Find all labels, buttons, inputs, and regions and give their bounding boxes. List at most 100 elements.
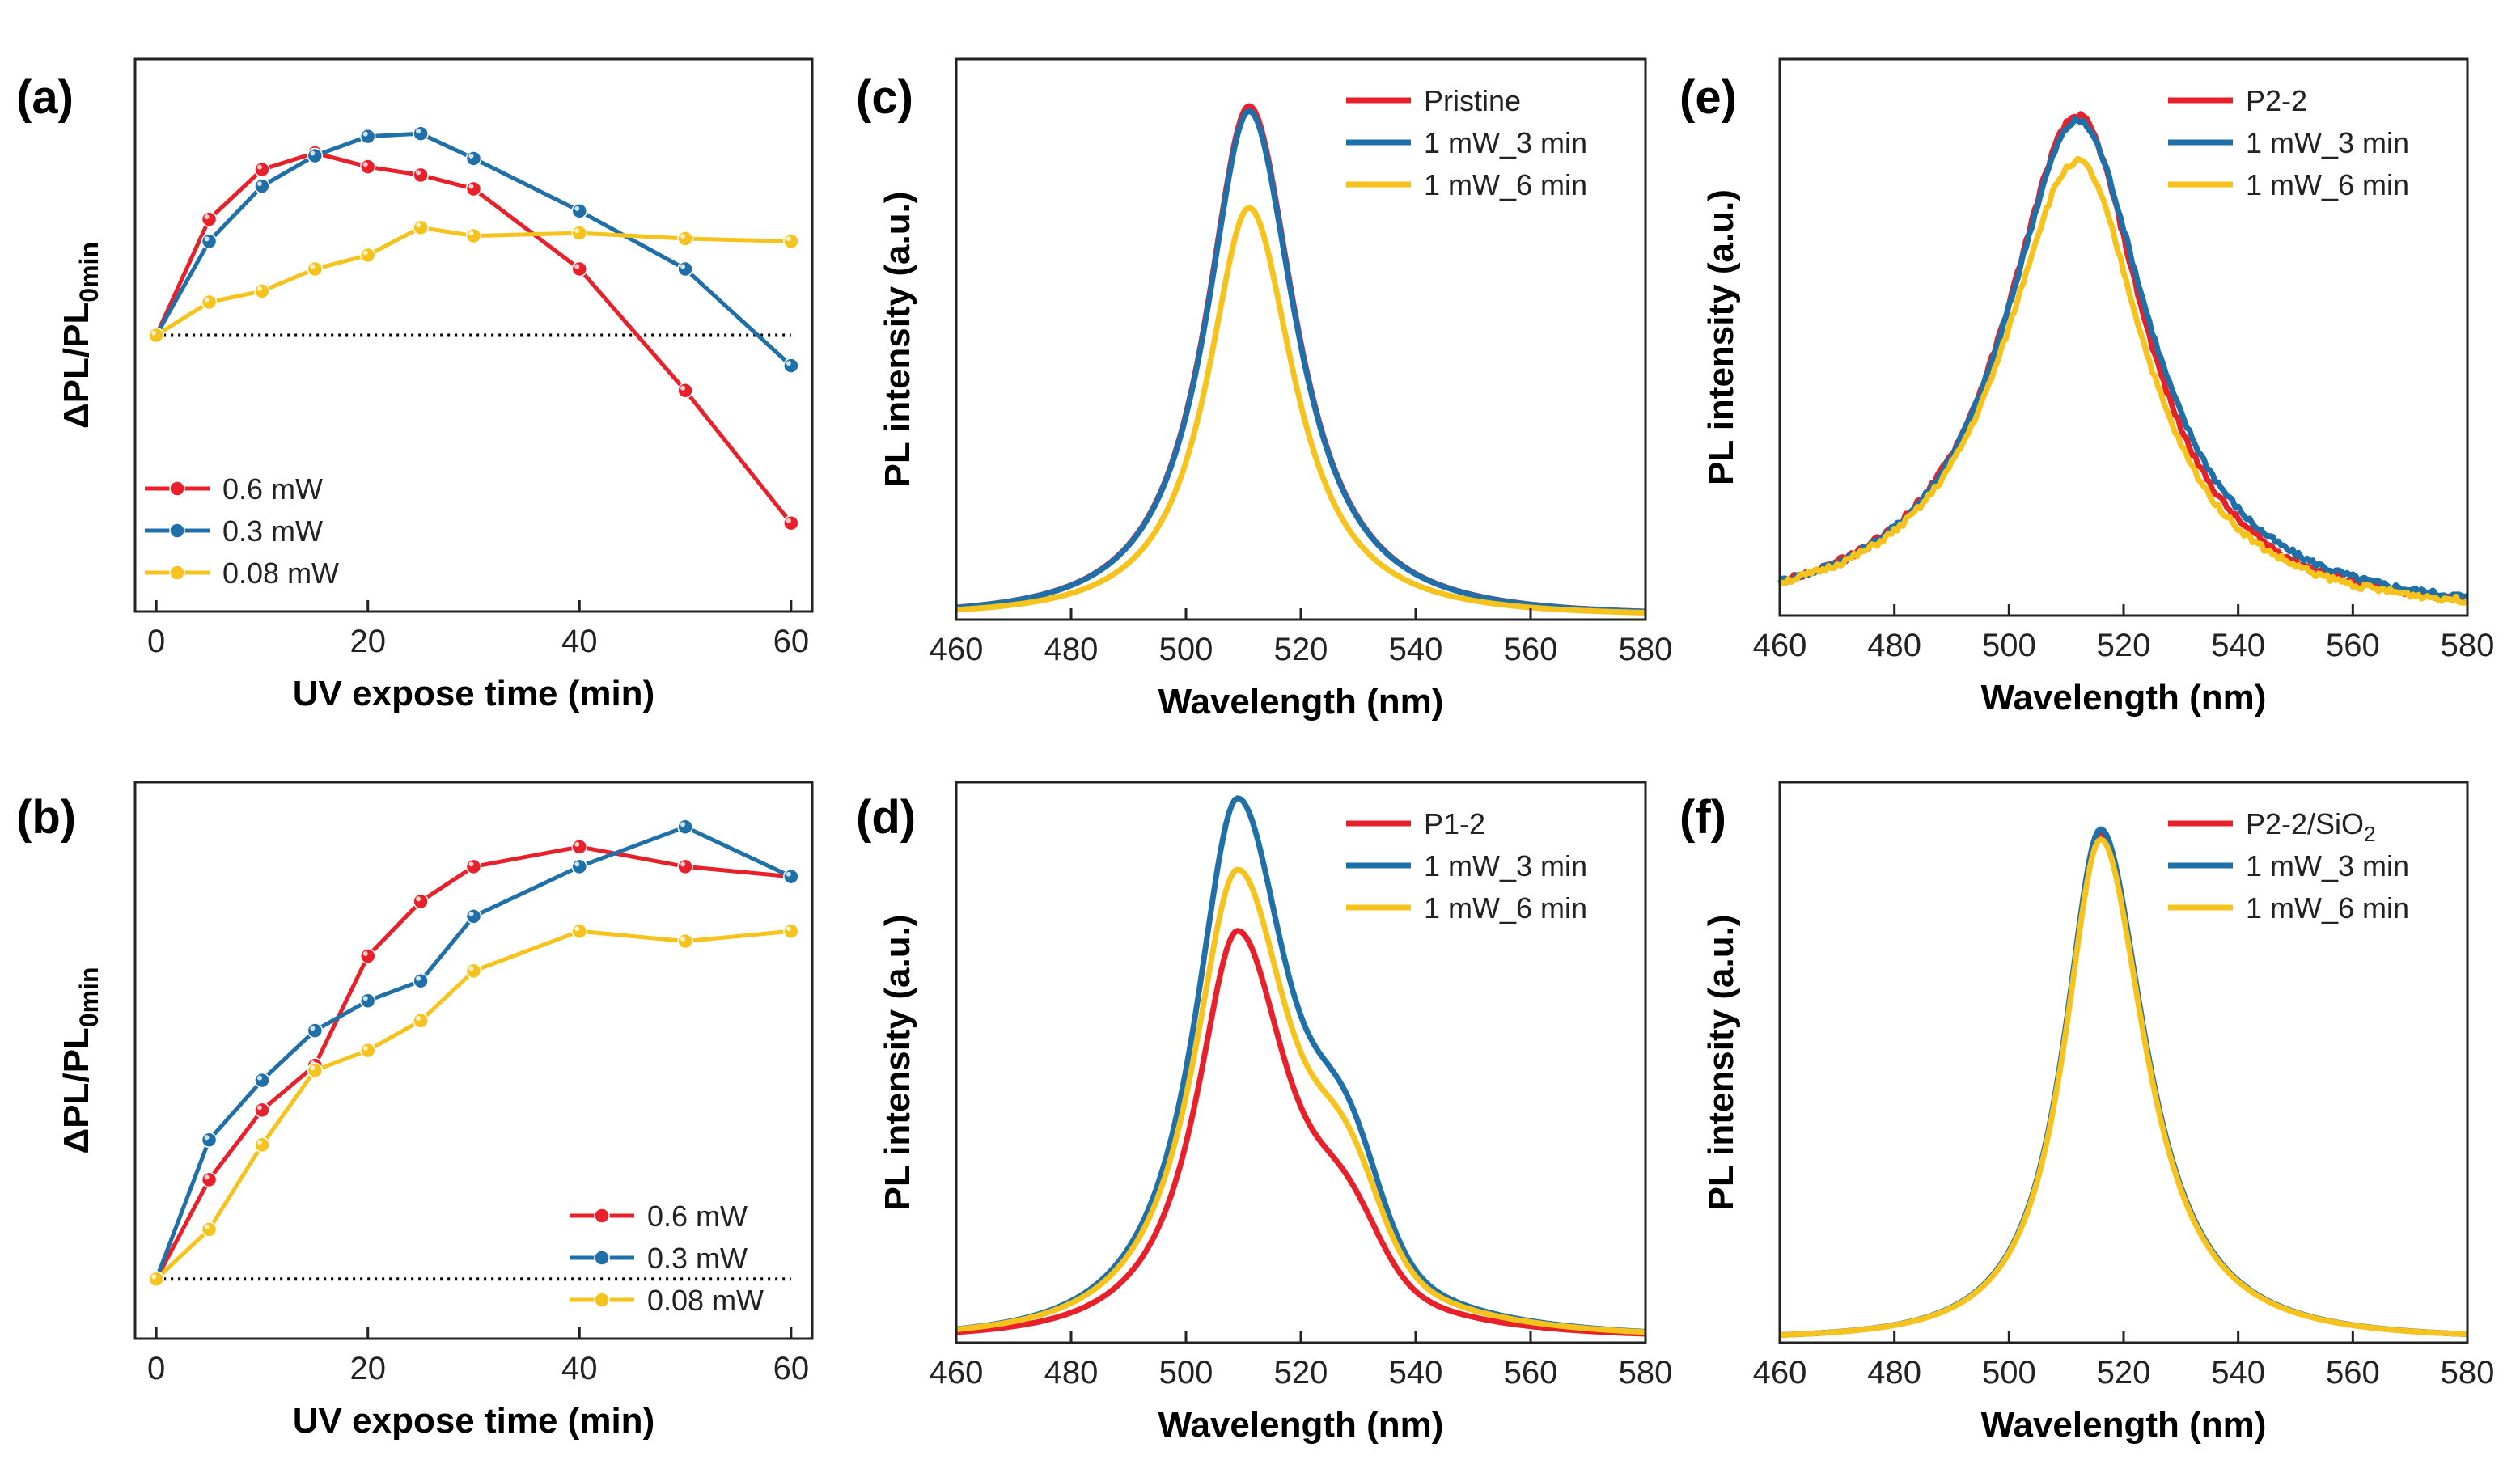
legend-label-main: 0.6 mW [222,472,323,506]
data-point-highlight [786,518,791,523]
panel-e: (e) 460 480 500 520 540 560 580 Wavelength (nm) P… [1679,57,2494,717]
panel-label: (f) [1679,791,1726,844]
x-tick-label: 560 [1504,632,1558,667]
data-point-highlight [786,871,791,877]
x-tick-label: 540 [1389,632,1443,667]
plot-area [955,795,1646,1337]
legend-label: 1 mW_3 min [2246,849,2409,882]
data-point-highlight [256,164,262,170]
data-point [201,1132,218,1149]
x-tick-label: 560 [1504,1355,1558,1390]
y-axis-title: PL intensity (a.u.) [878,915,917,1211]
legend-marker [594,1208,610,1224]
legend-marker [594,1292,610,1308]
data-point-highlight [416,129,421,134]
data-point [465,180,482,197]
data-point [413,893,429,910]
y-axis-title-main: PL intensity (a.u.) [1701,915,1741,1211]
data-point [413,219,429,236]
data-point-highlight [574,926,580,932]
data-point-highlight [362,131,368,137]
data-point [783,514,799,531]
series-1-mw-3-min [955,108,1646,615]
data-point [465,150,482,167]
series-line [1779,836,2468,1338]
data-point [413,125,429,142]
panel-label: (a) [16,71,74,124]
legend-label-main: 0.08 mW [647,1284,764,1317]
x-tick-label: 520 [1274,1355,1328,1390]
x-tick-label: 460 [1753,1355,1807,1390]
data-point-highlight [204,236,210,242]
legend-entry: P2-2/SiO2 [2168,807,2376,846]
series-line [155,131,793,367]
x-tick-label: 520 [2097,628,2151,663]
data-point [201,294,218,311]
y-axis-title-main: ΔPL/PL [57,1027,96,1153]
data-point-highlight [204,1174,210,1180]
legend-label: 1 mW_6 min [1424,168,1587,201]
x-axis-title: UV expose time (min) [293,674,654,713]
data-point-highlight [204,297,210,303]
data-point-highlight [574,264,580,269]
legend-label-main: 1 mW_6 min [1424,891,1587,925]
data-point [307,260,324,277]
data-point-highlight [574,228,580,234]
legend-label-main: 1 mW_3 min [1424,126,1587,159]
y-axis-title-main: PL intensity (a.u.) [1701,189,1741,485]
data-point [359,128,376,145]
legend-label-main: 1 mW_6 min [1424,168,1587,201]
series-line [955,205,1645,616]
x-tick-label: 580 [1619,1355,1673,1390]
legend-label-main: 0.6 mW [647,1200,748,1233]
legend-entry: 0.08 mW [145,557,339,590]
legend-entry: 0.3 mW [145,514,323,548]
x-tick-label: 40 [561,624,598,659]
legend-entry: 1 mW_3 min [1346,126,1587,159]
x-tick-label: 500 [1982,1355,2036,1390]
data-point [677,231,693,247]
legend-label-main: 0.3 mW [222,514,323,548]
legend: 0.6 mW 0.3 mW 0.08 mW [145,472,339,590]
data-point-highlight [151,1274,157,1280]
panel-b: (b) 0 20 40 60 UV expose time (min) ΔPL/PL0min… [16,781,814,1441]
data-point-highlight [310,264,316,269]
data-point [677,819,693,836]
x-tick-label: 0 [147,624,165,659]
data-point-highlight [416,896,421,902]
legend-label: 0.08 mW [647,1284,764,1317]
legend-label-main: P2-2 [2246,84,2307,117]
x-tick-label: 20 [349,624,386,659]
x-tick-label: 500 [1982,628,2036,663]
data-point-highlight [362,951,368,956]
panel-label: (d) [856,791,916,844]
x-tick-label: 580 [1619,632,1673,667]
series-line [955,928,1646,1337]
data-point-highlight [310,150,316,156]
y-axis-title: ΔPL/PL0min [57,242,104,429]
legend-label-main: 1 mW_6 min [2246,891,2409,925]
series-line [155,225,791,337]
series-line [955,866,1646,1335]
data-point-highlight [468,911,474,916]
data-point-highlight [574,841,580,847]
series-0-6-mw [148,839,799,1288]
data-point [307,147,324,164]
data-point [465,227,482,244]
x-tick-label: 480 [1867,628,1921,663]
x-tick-label: 540 [2211,628,2265,663]
legend-label: 0.6 mW [647,1200,748,1233]
legend-label-main: P2-2/SiO [2246,807,2364,840]
axes-frame [133,781,814,1340]
legend-label-main: 1 mW_6 min [2246,168,2409,201]
data-point-highlight [786,926,791,932]
data-point [359,948,376,964]
data-point [677,383,693,399]
legend-label: 1 mW_3 min [1424,126,1587,159]
legend-label: 1 mW_6 min [1424,891,1587,925]
data-point [359,247,376,264]
panel-d: (d) 460 480 500 520 540 560 580 Wavelength (nm) P… [856,781,1673,1445]
data-point-highlight [416,1015,421,1021]
